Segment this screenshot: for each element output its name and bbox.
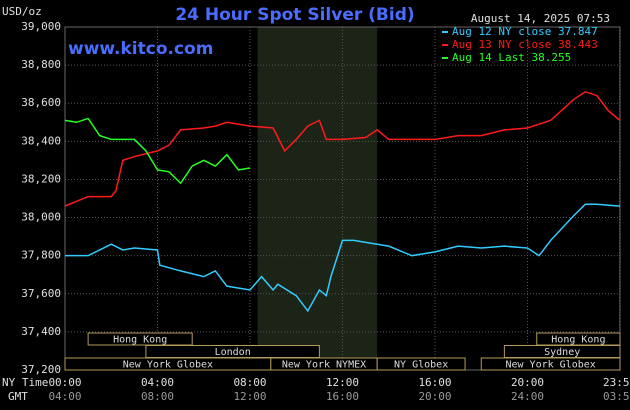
y-tick-label: 37,600	[21, 287, 61, 300]
x-tick-label: 20:00	[511, 376, 544, 389]
series-line	[64, 90, 621, 207]
session-label: Sydney	[544, 347, 580, 358]
y-tick-label: 39,000	[21, 20, 61, 33]
x-gmt-label: 24:00	[511, 390, 544, 403]
x-gmt-label: 16:00	[326, 390, 359, 403]
y-tick-label: 38,800	[21, 58, 61, 71]
y-tick-label: 37,200	[21, 363, 61, 376]
x-tick-label: 00:00	[48, 376, 81, 389]
legend-label: Aug 13 NY close 38.443	[452, 38, 598, 51]
series-line	[65, 203, 621, 313]
session-label: Hong Kong	[551, 335, 605, 346]
watermark: www.kitco.com	[68, 39, 213, 59]
x-row-label: GMT	[8, 390, 28, 403]
y-tick-label: 37,400	[21, 325, 61, 338]
y-tick-label: 38,200	[21, 172, 61, 185]
y-unit: USD/oz	[2, 5, 42, 18]
x-tick-label: 12:00	[326, 376, 359, 389]
x-gmt-label: 08:00	[141, 390, 174, 403]
timestamp: August 14, 2025 07:53	[471, 12, 610, 25]
series-line	[64, 117, 251, 185]
x-tick-label: 04:00	[141, 376, 174, 389]
session-label: New York Globex	[505, 360, 595, 371]
legend-label: Aug 14 Last 38.255	[452, 51, 571, 64]
session-box	[376, 357, 466, 371]
legend-label: Aug 12 NY close 37.847	[452, 25, 598, 38]
x-tick-label: 16:00	[418, 376, 451, 389]
x-gmt-label: 12:00	[233, 390, 266, 403]
x-gmt-label: 04:00	[48, 390, 81, 403]
session-box	[87, 332, 193, 346]
y-tick-label: 38,000	[21, 211, 61, 224]
y-tick-label: 38,600	[21, 96, 61, 109]
session-label: NY Globex	[394, 360, 448, 371]
chart-title: 24 Hour Spot Silver (Bid)	[175, 5, 414, 25]
session-label: London	[215, 347, 251, 358]
session-box	[480, 357, 621, 371]
session-label: New York Globex	[123, 360, 213, 371]
x-gmt-label: 03:59	[603, 390, 630, 403]
session-label: Hong Kong	[113, 335, 167, 346]
y-tick-label: 38,400	[21, 134, 61, 147]
x-gmt-label: 20:00	[418, 390, 451, 403]
x-tick-label: 23:59	[603, 376, 630, 389]
session-label: New York NYMEX	[282, 360, 366, 371]
y-tick-label: 37,800	[21, 249, 61, 262]
x-row-label: NY Time	[2, 376, 48, 389]
shaded-session	[257, 27, 378, 370]
x-tick-label: 08:00	[233, 376, 266, 389]
